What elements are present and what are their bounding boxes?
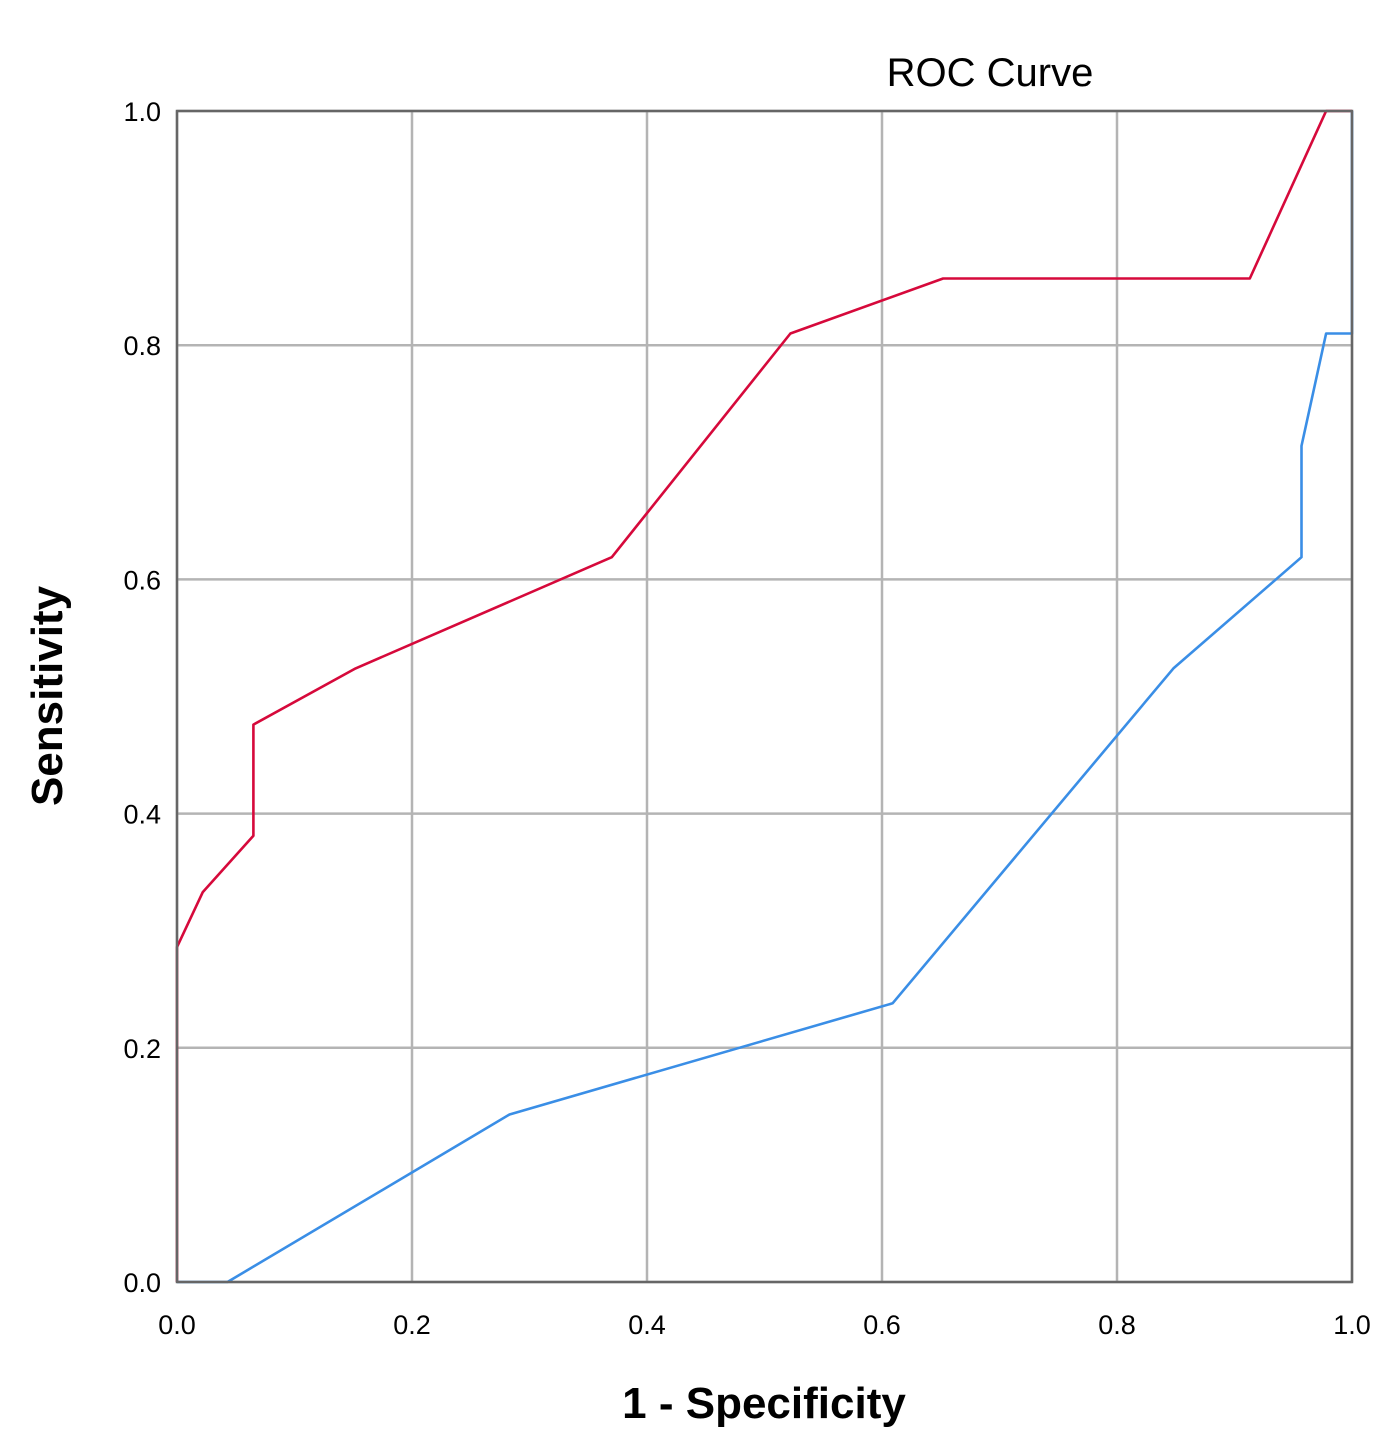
x-tick-label: 1.0 [1333,1310,1371,1340]
y-tick-label: 0.4 [123,800,161,830]
plot-frame [175,109,1354,1284]
y-tick-label: 0.0 [123,1268,161,1298]
x-tick-label: 0.8 [1098,1310,1136,1340]
x-tick-label: 0.0 [158,1310,196,1340]
y-tick-label: 0.8 [123,331,161,361]
y-tick-label: 0.2 [123,1034,161,1064]
y-ticks: 0.0 0.2 0.4 0.6 0.8 1.0 [123,97,161,1298]
series-line-red [175,109,1352,1282]
x-tick-label: 0.4 [628,1310,666,1340]
x-ticks: 0.0 0.2 0.4 0.6 0.8 1.0 [158,1310,1371,1340]
series-group [175,109,1354,1284]
x-tick-label: 0.2 [393,1310,431,1340]
chart-title: ROC Curve [887,51,1094,95]
series-line-blue [177,111,1354,1284]
y-tick-label: 1.0 [123,97,161,127]
y-tick-label: 0.6 [123,565,161,595]
x-tick-label: 0.6 [863,1310,901,1340]
grid [175,109,1354,1284]
x-axis-label: 1 - Specificity [622,1379,906,1428]
y-axis-label: Sensitivity [23,585,72,806]
